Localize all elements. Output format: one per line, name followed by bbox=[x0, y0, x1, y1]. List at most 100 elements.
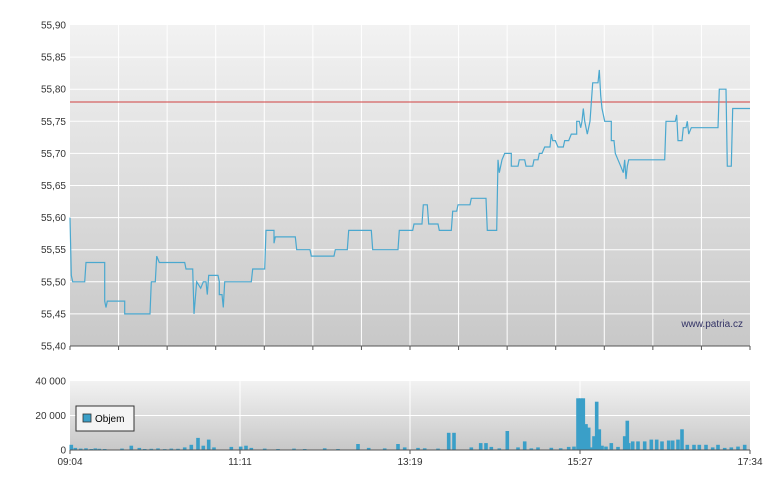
price-y-tick-label: 55,55 bbox=[41, 245, 66, 256]
volume-bar bbox=[206, 439, 211, 450]
volume-bar bbox=[685, 444, 690, 450]
price-y-tick-label: 55,90 bbox=[41, 21, 66, 32]
volume-bar bbox=[609, 443, 614, 450]
volume-bar bbox=[584, 424, 588, 450]
volume-bar bbox=[626, 443, 631, 450]
price-y-tick-label: 55,80 bbox=[41, 85, 66, 96]
volume-bar bbox=[742, 444, 747, 450]
volume-bar bbox=[578, 398, 583, 451]
volume-bar bbox=[416, 447, 420, 450]
volume-bar bbox=[680, 429, 684, 450]
volume-bar bbox=[529, 448, 534, 450]
volume-bar bbox=[156, 448, 160, 450]
volume-bar bbox=[93, 448, 98, 450]
price-y-tick-label: 55,85 bbox=[41, 53, 66, 64]
volume-bar bbox=[586, 427, 591, 450]
price-series-line bbox=[69, 69, 750, 315]
volume-bar bbox=[660, 441, 664, 450]
volume-bar bbox=[622, 436, 627, 450]
volume-bar bbox=[692, 444, 696, 450]
volume-bar bbox=[69, 444, 74, 450]
volume-bar bbox=[396, 444, 400, 450]
volume-bar bbox=[244, 445, 248, 450]
price-y-tick-label: 55,70 bbox=[41, 149, 66, 160]
volume-grid bbox=[70, 381, 750, 450]
volume-bar bbox=[238, 446, 243, 450]
volume-x-tick-label: 17:34 bbox=[737, 457, 762, 468]
volume-bar bbox=[84, 448, 88, 450]
volume-bar bbox=[581, 398, 586, 451]
volume-bar bbox=[478, 443, 483, 450]
volume-bar bbox=[382, 448, 387, 450]
volume-bar bbox=[497, 448, 502, 450]
volume-bar bbox=[169, 448, 174, 450]
volume-bar bbox=[594, 401, 599, 450]
volume-bar bbox=[229, 446, 234, 450]
volume-bar bbox=[176, 448, 180, 450]
volume-bar bbox=[736, 446, 740, 450]
volume-x-tick-label: 09:04 bbox=[57, 457, 82, 468]
volume-bar bbox=[129, 445, 134, 450]
volume-bar bbox=[642, 441, 647, 450]
volume-bar bbox=[576, 398, 580, 451]
volume-bar bbox=[572, 446, 576, 450]
volume-bar bbox=[489, 446, 494, 450]
volume-bar bbox=[704, 444, 708, 450]
volume-bar bbox=[182, 447, 187, 450]
volume-bar bbox=[201, 445, 206, 450]
volume-bar bbox=[536, 447, 540, 450]
volume-bar bbox=[196, 437, 200, 450]
volume-bar bbox=[212, 447, 216, 450]
volume-bar bbox=[120, 448, 124, 450]
volume-bar bbox=[97, 448, 102, 450]
volume-bar bbox=[78, 448, 83, 450]
volume-bar bbox=[630, 441, 635, 450]
legend-swatch bbox=[82, 413, 92, 423]
volume-bar bbox=[549, 447, 554, 450]
volume-bar bbox=[566, 446, 571, 450]
volume-bar bbox=[436, 448, 440, 450]
volume-x-tick-label: 15:27 bbox=[567, 457, 592, 468]
volume-bar bbox=[446, 432, 451, 451]
volume-bar bbox=[592, 436, 596, 450]
volume-bar bbox=[600, 445, 604, 450]
volume-x-axis: 09:04 11:11 13:19 15:27 17:34 bbox=[57, 450, 763, 468]
price-y-tick-label: 55,50 bbox=[41, 277, 66, 288]
volume-bar bbox=[505, 431, 510, 450]
volume-bar bbox=[636, 441, 640, 450]
volume-bar bbox=[422, 448, 427, 450]
volume-bar bbox=[625, 420, 630, 450]
price-y-tick-label: 55,45 bbox=[41, 309, 66, 320]
price-x-tick-marks bbox=[69, 346, 751, 350]
volume-bar bbox=[366, 447, 371, 450]
volume-bar bbox=[469, 447, 474, 450]
volume-bar bbox=[697, 444, 702, 450]
volume-bar bbox=[666, 440, 671, 450]
price-y-axis: 55,90 55,85 55,80 55,75 55,70 55,65 55,60 55,55… bbox=[41, 21, 66, 353]
volume-bar bbox=[249, 447, 254, 450]
volume-y-tick-label: 0 bbox=[60, 446, 66, 457]
volume-bar bbox=[73, 447, 78, 450]
volume-legend: Objem bbox=[75, 405, 135, 432]
volume-bar bbox=[516, 447, 520, 450]
volume-bar bbox=[649, 439, 654, 450]
volume-y-axis: 40 000 20 000 0 bbox=[35, 377, 66, 457]
volume-bar bbox=[452, 432, 456, 451]
price-panel: 55,90 55,85 55,80 55,75 55,70 55,65 55,60 55,55… bbox=[41, 21, 751, 353]
volume-bar bbox=[356, 444, 360, 450]
volume-bar bbox=[322, 448, 327, 450]
price-grid bbox=[70, 25, 750, 346]
price-y-tick-label: 55,75 bbox=[41, 117, 66, 128]
volume-bar bbox=[484, 443, 488, 450]
volume-bar bbox=[654, 439, 659, 450]
volume-bar bbox=[722, 447, 727, 450]
volume-bar bbox=[597, 429, 602, 450]
volume-bar bbox=[149, 448, 154, 450]
volume-x-tick-label: 11:11 bbox=[228, 457, 252, 468]
price-y-tick-label: 55,40 bbox=[41, 342, 66, 353]
volume-bar bbox=[616, 446, 620, 450]
volume-bar bbox=[402, 447, 407, 450]
volume-bar bbox=[716, 444, 720, 450]
volume-bar bbox=[262, 448, 267, 450]
